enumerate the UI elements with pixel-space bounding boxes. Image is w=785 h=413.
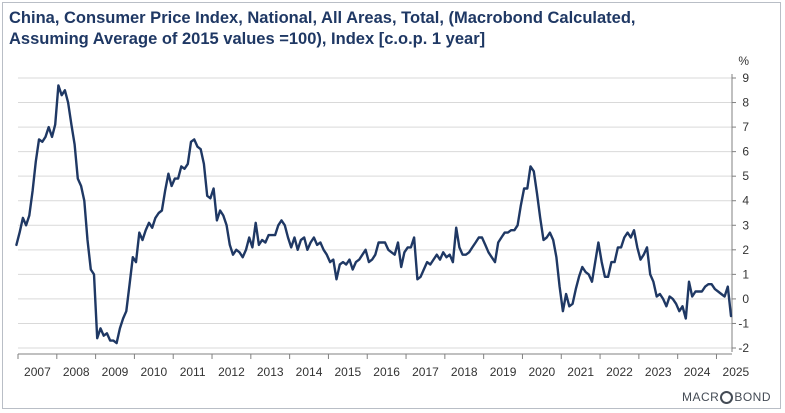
y-tick-label: 3	[742, 218, 749, 232]
x-tick-label: 2025	[723, 365, 750, 379]
series-line-cpi	[15, 84, 733, 345]
y-tick-label: 7	[742, 120, 749, 134]
x-tick-label: 2016	[373, 365, 400, 379]
chart-frame	[2, 2, 781, 409]
x-tick-label: 2020	[529, 365, 556, 379]
x-tick-label: 2021	[567, 365, 594, 379]
y-tick-label: 9	[742, 71, 749, 85]
x-tick-label: 2009	[102, 365, 129, 379]
macrobond-logo: MACR BOND	[682, 390, 771, 404]
gridlines	[18, 77, 732, 349]
y-tick-label: -2	[738, 341, 749, 355]
x-tick-label: 2022	[606, 365, 633, 379]
chart-title: China, Consumer Price Index, National, A…	[9, 8, 749, 50]
y-axis: -2 -1 0 1 2 3 4 5 6 7 8 9%	[731, 54, 749, 355]
x-tick-label: 2008	[63, 365, 90, 379]
y-tick-label: 8	[742, 96, 749, 110]
x-tick-label: 2013	[257, 365, 284, 379]
y-tick-label: 1	[742, 267, 749, 281]
x-tick-label: 2015	[334, 365, 361, 379]
y-tick-label: 5	[742, 169, 749, 183]
y-tick-label: 4	[742, 194, 749, 208]
logo-text-end: BOND	[734, 390, 771, 404]
y-unit-label: %	[738, 54, 749, 68]
y-tick-label: 2	[742, 243, 749, 257]
logo-text-start: MACR	[681, 390, 720, 404]
logo-o-mark-icon	[720, 390, 734, 404]
x-tick-label: 2023	[645, 365, 672, 379]
x-axis: 2007 2008 2009 2010 2011 2012 2013 2014 2015 2016…	[17, 353, 750, 379]
y-tick-label: 6	[742, 145, 749, 159]
y-tick-label: 0	[742, 292, 749, 306]
x-tick-label: 2007	[24, 365, 51, 379]
x-tick-label: 2024	[684, 365, 711, 379]
x-tick-label: 2017	[412, 365, 439, 379]
chart-title-line-1: China, Consumer Price Index, National, A…	[9, 9, 636, 27]
x-tick-label: 2010	[140, 365, 167, 379]
x-tick-label: 2018	[451, 365, 478, 379]
x-tick-label: 2012	[218, 365, 245, 379]
series-group	[15, 84, 733, 345]
y-tick-label: -1	[738, 316, 749, 330]
chart-title-line-2: Assuming Average of 2015 values =100), I…	[9, 30, 486, 48]
x-tick-label: 2019	[490, 365, 517, 379]
x-tick-label: 2011	[180, 365, 206, 379]
x-tick-label: 2014	[296, 365, 323, 379]
